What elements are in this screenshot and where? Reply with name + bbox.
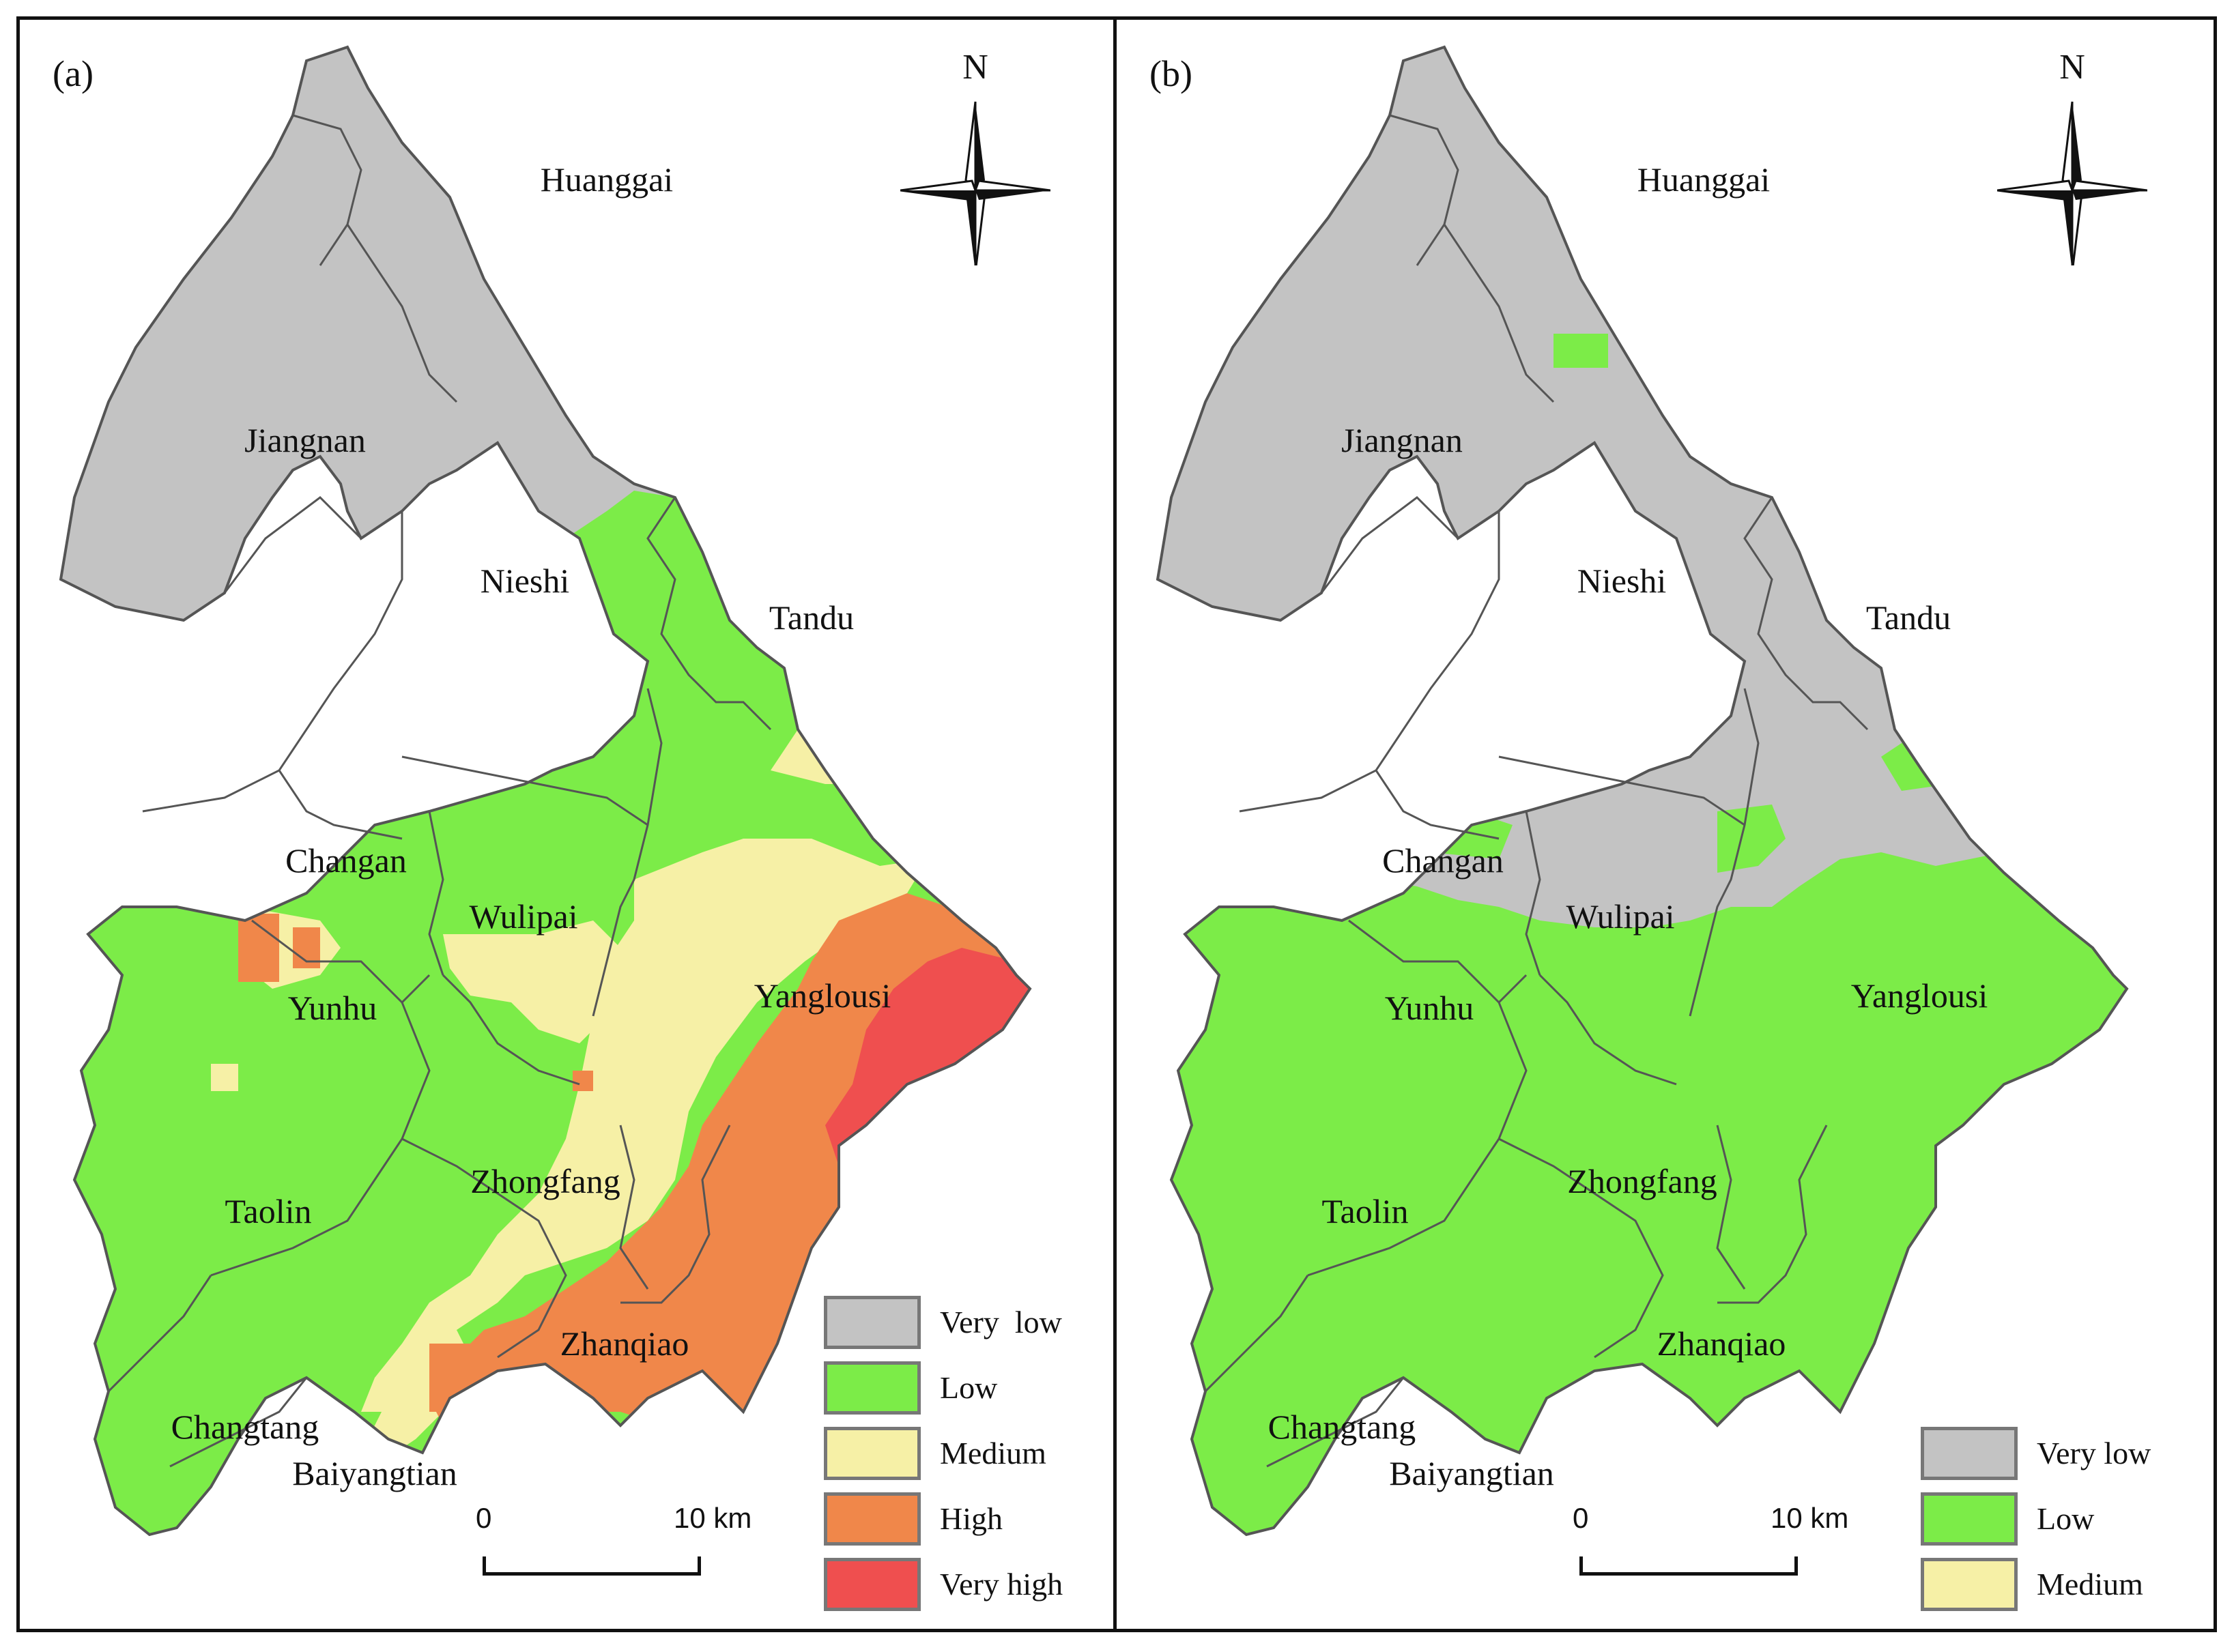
town-label-yunhu: Yunhu	[287, 989, 377, 1027]
township-boundaries-a	[107, 114, 772, 1468]
town-label-nieshi: Nieshi	[1577, 562, 1667, 600]
town-label-huanggai: Huanggai	[540, 160, 674, 199]
legend-swatch-very-high	[824, 1558, 921, 1611]
compass-rose-icon	[1997, 101, 2147, 265]
town-label-zhanqiao: Zhanqiao	[1657, 1324, 1786, 1363]
town-label-zhanqiao: Zhanqiao	[560, 1324, 689, 1363]
scale-bar: 0 10 km	[476, 1502, 752, 1584]
legend-label: High	[940, 1501, 1003, 1536]
north-arrow: N	[1997, 47, 2147, 265]
legend-swatch-medium	[824, 1427, 921, 1480]
town-label-baiyangtian: Baiyangtian	[292, 1454, 457, 1492]
legend-label: Medium	[940, 1436, 1046, 1470]
legend-swatch-low	[1921, 1492, 2018, 1546]
town-label-yunhu: Yunhu	[1384, 989, 1474, 1027]
legend-label: Low	[2037, 1501, 2095, 1536]
scale-end: 10 km	[674, 1502, 752, 1534]
legend-swatch-low	[824, 1361, 921, 1415]
scale-line	[1579, 1556, 1798, 1576]
scale-end: 10 km	[1771, 1502, 1849, 1534]
map-panel-a: (a) N Huanggai Jiangnan Nieshi Tandu Cha…	[16, 16, 1117, 1632]
town-label-zhongfang: Zhongfang	[1567, 1162, 1717, 1200]
scale-start: 0	[1573, 1502, 1589, 1534]
legend-label: Very low	[2037, 1436, 2151, 1470]
panel-label: (a)	[53, 53, 94, 94]
town-label-taolin: Taolin	[225, 1192, 312, 1230]
legend-label: Very low	[940, 1305, 1062, 1339]
town-label-taolin: Taolin	[1321, 1192, 1409, 1230]
legend-label: Medium	[2037, 1567, 2143, 1602]
panel-label: (b)	[1149, 53, 1192, 94]
map-panel-b: (b) N Huanggai Jiangnan Nieshi Tandu Cha…	[1117, 16, 2217, 1632]
scale-line	[483, 1556, 701, 1576]
legend-label: Low	[940, 1370, 998, 1405]
town-label-huanggai: Huanggai	[1637, 160, 1771, 199]
map-b-svg	[1156, 46, 2128, 1536]
town-label-changtang: Changtang	[1268, 1408, 1416, 1446]
legend-label: Very high	[940, 1567, 1063, 1602]
town-label-tandu: Tandu	[769, 598, 855, 637]
town-label-wulipai: Wulipai	[469, 897, 578, 936]
legend-swatch-high	[824, 1492, 921, 1546]
scale-start: 0	[476, 1502, 492, 1534]
town-label-jiangnan: Jiangnan	[244, 421, 366, 459]
township-boundaries-b	[1204, 114, 1869, 1468]
town-label-jiangnan: Jiangnan	[1341, 421, 1463, 459]
town-label-wulipai: Wulipai	[1566, 897, 1675, 936]
town-label-changtang: Changtang	[171, 1408, 319, 1446]
map-a-svg	[59, 46, 1031, 1536]
town-label-yanglousi: Yanglousi	[1850, 976, 1988, 1015]
scale-bar: 0 10 km	[1573, 1502, 1849, 1584]
town-label-tandu: Tandu	[1865, 598, 1951, 637]
legend-swatch-very-low	[824, 1296, 921, 1349]
town-label-baiyangtian: Baiyangtian	[1389, 1454, 1554, 1492]
north-arrow: N	[900, 47, 1050, 265]
town-label-yanglousi: Yanglousi	[754, 976, 891, 1015]
town-label-zhongfang: Zhongfang	[470, 1162, 620, 1200]
north-label: N	[2059, 48, 2085, 87]
town-label-nieshi: Nieshi	[480, 562, 570, 600]
legend-swatch-medium	[1921, 1558, 2018, 1611]
town-label-changan: Changan	[1382, 841, 1504, 880]
town-label-changan: Changan	[285, 841, 407, 880]
north-label: N	[962, 48, 988, 87]
legend-swatch-very-low	[1921, 1427, 2018, 1480]
compass-rose-icon	[900, 101, 1050, 265]
